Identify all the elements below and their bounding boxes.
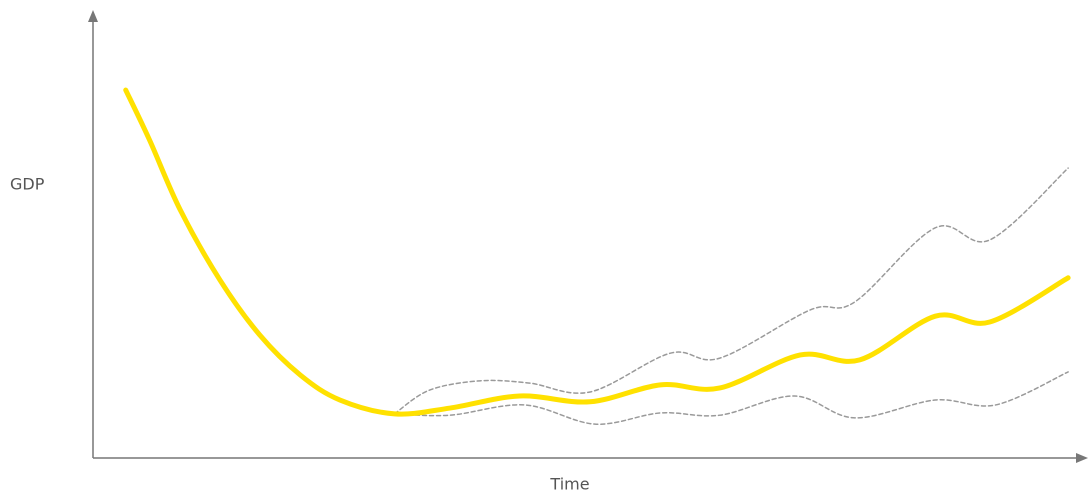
scenario-line [393, 167, 1069, 415]
scenario-line [393, 371, 1069, 425]
y-axis-arrow [88, 10, 98, 22]
y-axis-label: GDP [10, 175, 45, 194]
main-line [123, 87, 1071, 417]
x-axis-arrow [1076, 453, 1088, 463]
x-axis-label: Time [549, 475, 589, 494]
